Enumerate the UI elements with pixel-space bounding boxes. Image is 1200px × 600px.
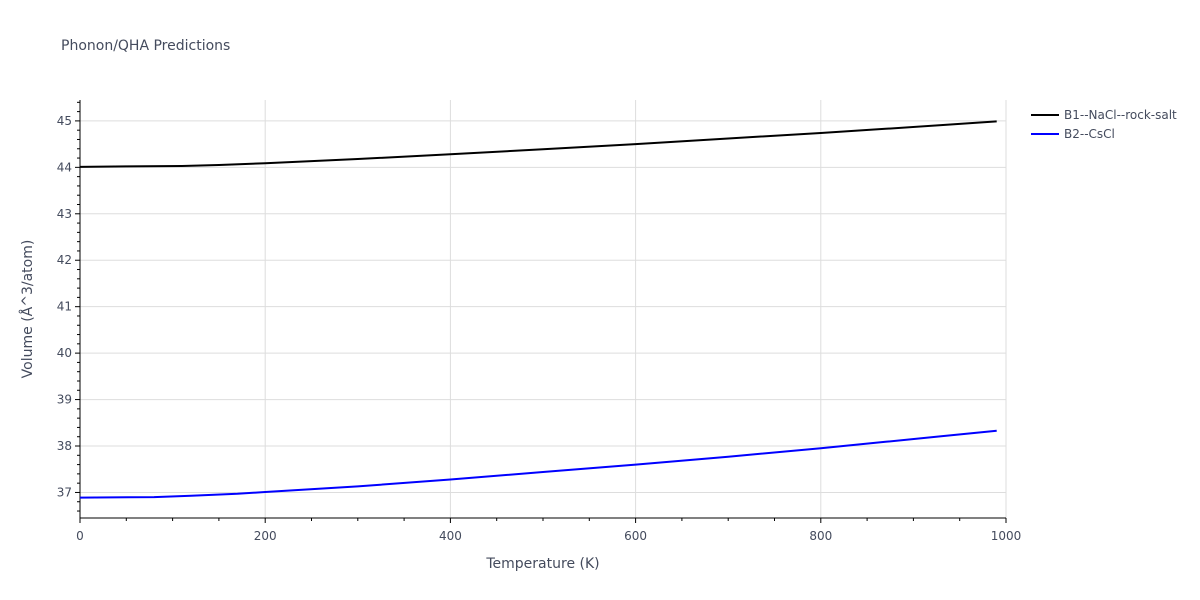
- axes: [75, 100, 1007, 523]
- y-tick-label: 41: [57, 300, 72, 314]
- series-line-2: [79, 429, 997, 499]
- y-tick-label: 39: [57, 393, 72, 407]
- x-axis-title: Temperature (K): [485, 556, 599, 572]
- y-tick-label: 38: [57, 439, 72, 453]
- y-ticks: 37 38 39 40 41 42 43 44 45: [57, 114, 72, 500]
- y-tick-label: 44: [57, 160, 72, 174]
- legend-item[interactable]: B1--NaCl--rock-salt: [1031, 108, 1177, 122]
- y-tick-label: 40: [57, 346, 72, 360]
- legend-item[interactable]: B2--CsCl: [1031, 127, 1115, 141]
- x-tick-label: 400: [439, 529, 462, 543]
- x-tick-label: 0: [76, 529, 84, 543]
- series-line-1: [79, 120, 997, 168]
- y-tick-label: 43: [57, 207, 72, 221]
- legend-label: B2--CsCl: [1064, 127, 1115, 141]
- legend[interactable]: B1--NaCl--rock-salt B2--CsCl: [1031, 108, 1177, 141]
- grid: [80, 100, 1007, 518]
- y-tick-label: 45: [57, 114, 72, 128]
- chart-title: Phonon/QHA Predictions: [61, 38, 230, 54]
- x-tick-label: 800: [809, 529, 832, 543]
- x-tick-label: 200: [254, 529, 277, 543]
- legend-label: B1--NaCl--rock-salt: [1064, 108, 1177, 122]
- y-axis-title: Volume (Å^3/atom): [19, 240, 36, 379]
- series-lines: [79, 120, 997, 499]
- x-ticks: 0 200 400 600 800 1000: [76, 529, 1021, 543]
- x-tick-label: 1000: [991, 529, 1022, 543]
- y-tick-label: 37: [57, 485, 72, 499]
- y-tick-label: 42: [57, 253, 72, 267]
- x-tick-label: 600: [624, 529, 647, 543]
